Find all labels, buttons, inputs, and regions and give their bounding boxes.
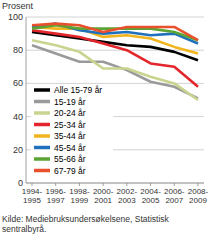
x-tick: [126, 183, 127, 186]
legend-swatch: [34, 157, 50, 161]
x-axis: [26, 183, 204, 184]
source: sentralbyrå.: [2, 224, 46, 234]
legend-swatch: [34, 100, 50, 104]
x-tick-label: 1998-1999: [69, 187, 90, 205]
series-line: [32, 45, 198, 98]
lines: [32, 24, 198, 100]
x-tick: [150, 183, 151, 186]
x-tick-label: 1996-1997: [45, 187, 66, 205]
y-tick-label: 20: [13, 145, 23, 155]
x-tick-label: 2000-2001: [93, 187, 114, 205]
legend-swatch: [34, 123, 50, 127]
y-tick-label: 60: [13, 78, 23, 88]
y-tick-label: 100: [8, 12, 23, 22]
x-tick-label-part: 2006-: [164, 187, 185, 196]
legend-swatch: [34, 146, 50, 150]
legend-label: 55-66 år: [54, 154, 86, 164]
x-tick-label-part: 1995: [23, 196, 41, 205]
legend-label: 25-34 år: [54, 120, 86, 130]
x-tick: [103, 183, 104, 186]
y-tick-label: 80: [13, 45, 23, 55]
legend-swatch: [34, 169, 50, 173]
legend-label: 67-79 år: [54, 166, 86, 176]
x-tick-label: 2008-2009: [188, 187, 208, 205]
x-tick-label-part: 2001: [94, 196, 112, 205]
x-tick-label-part: 2008-: [188, 187, 208, 196]
legend-label: Alle 15-79 år: [54, 85, 102, 95]
x-tick-label-part: 1998-: [69, 187, 90, 196]
y-tick-label: 40: [13, 112, 23, 122]
x-tick-label-part: 2003: [118, 196, 136, 205]
x-tick-label-part: 2009: [189, 196, 207, 205]
x-tick: [32, 183, 33, 186]
x-tick-label-part: 1996-: [45, 187, 66, 196]
x-tick-label-part: 1997: [47, 196, 65, 205]
legend-label: 15-19 år: [54, 97, 86, 107]
x-tick-label-part: 2005: [142, 196, 160, 205]
legend-swatch: [34, 134, 50, 138]
x-tick-label-part: 2000-: [93, 187, 114, 196]
legend-label: 20-24 år: [54, 108, 86, 118]
grid-line: [26, 50, 204, 51]
legend-label: 45-54 år: [54, 143, 86, 153]
x-tick-label-part: 1994-: [22, 187, 43, 196]
x-tick-label: 1994-1995: [22, 187, 43, 205]
x-tick-label: 2004-2005: [140, 187, 161, 205]
source: Kilde: Mediebruksundersøkelsene, Statist…: [2, 214, 170, 224]
x-tick-label-part: 2007: [165, 196, 183, 205]
x-tick-label: 2006-2007: [164, 187, 185, 205]
y-label: Prosent: [2, 1, 34, 11]
x-tick: [174, 183, 175, 186]
legend-box: [31, 84, 113, 178]
series-line: [32, 24, 198, 41]
chart: Prosent0204060801001994-19951996-1997199…: [0, 0, 208, 243]
series-line: [32, 24, 198, 44]
x-tick-label-part: 2004-: [140, 187, 161, 196]
x-tick-label-part: 2002-: [117, 187, 138, 196]
series-line: [32, 40, 198, 100]
legend-label: 35-44 år: [54, 131, 86, 141]
x-tick-label: 2002-2003: [117, 187, 138, 205]
x-tick: [198, 183, 199, 186]
legend-swatch: [34, 111, 50, 115]
grid-line: [26, 183, 204, 184]
grid-line: [26, 17, 204, 18]
legend-swatch: [34, 88, 50, 92]
y-axis: [26, 17, 27, 183]
x-tick: [79, 183, 80, 186]
series-line: [32, 30, 198, 86]
x-tick-label-part: 1999: [71, 196, 89, 205]
x-tick: [55, 183, 56, 186]
grid-line: [26, 83, 204, 84]
